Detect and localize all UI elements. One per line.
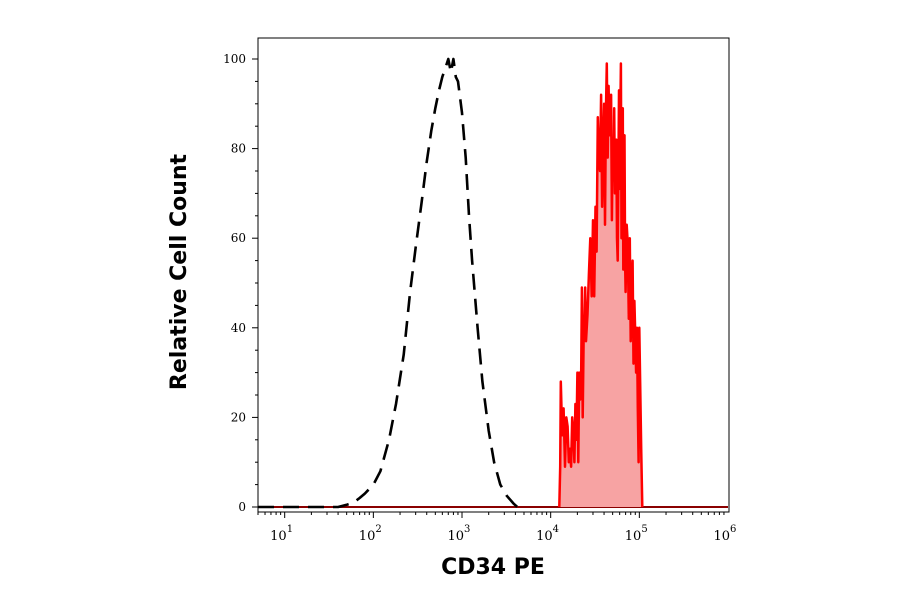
series-layer (258, 57, 728, 509)
series-1-line (558, 62, 644, 508)
x-axis-title: CD34 PE (441, 555, 545, 580)
y-tick-label: 0 (238, 500, 246, 514)
y-tick-label: 40 (231, 321, 246, 335)
x-tick-label: 10 (359, 529, 376, 544)
x-tick-exponent: 4 (553, 524, 559, 535)
y-axis-title: Relative Cell Count (167, 153, 192, 390)
x-tick-label: 10 (447, 529, 464, 544)
y-tick-label: 60 (231, 231, 246, 245)
x-tick-exponent: 2 (375, 524, 381, 535)
x-tick-exponent: 3 (464, 524, 470, 535)
y-axis: 0 20 40 60 80 100 (223, 52, 258, 514)
y-tick-label: 80 (231, 142, 246, 156)
x-tick-exponent: 5 (641, 524, 647, 535)
x-tick-exponent: 6 (730, 524, 736, 535)
y-tick-label: 100 (223, 52, 246, 66)
y-tick-label: 20 (231, 410, 246, 424)
series-0-line (258, 57, 519, 509)
x-tick-label: 10 (536, 529, 553, 544)
x-tick-exponent: 1 (287, 524, 293, 535)
x-tick-label: 10 (270, 529, 287, 544)
x-tick-label: 10 (713, 529, 730, 544)
x-axis: 10 1 10 2 10 3 10 4 10 5 10 6 (257, 512, 736, 544)
plot-frame (257, 37, 730, 513)
x-tick-label: 10 (625, 529, 642, 544)
